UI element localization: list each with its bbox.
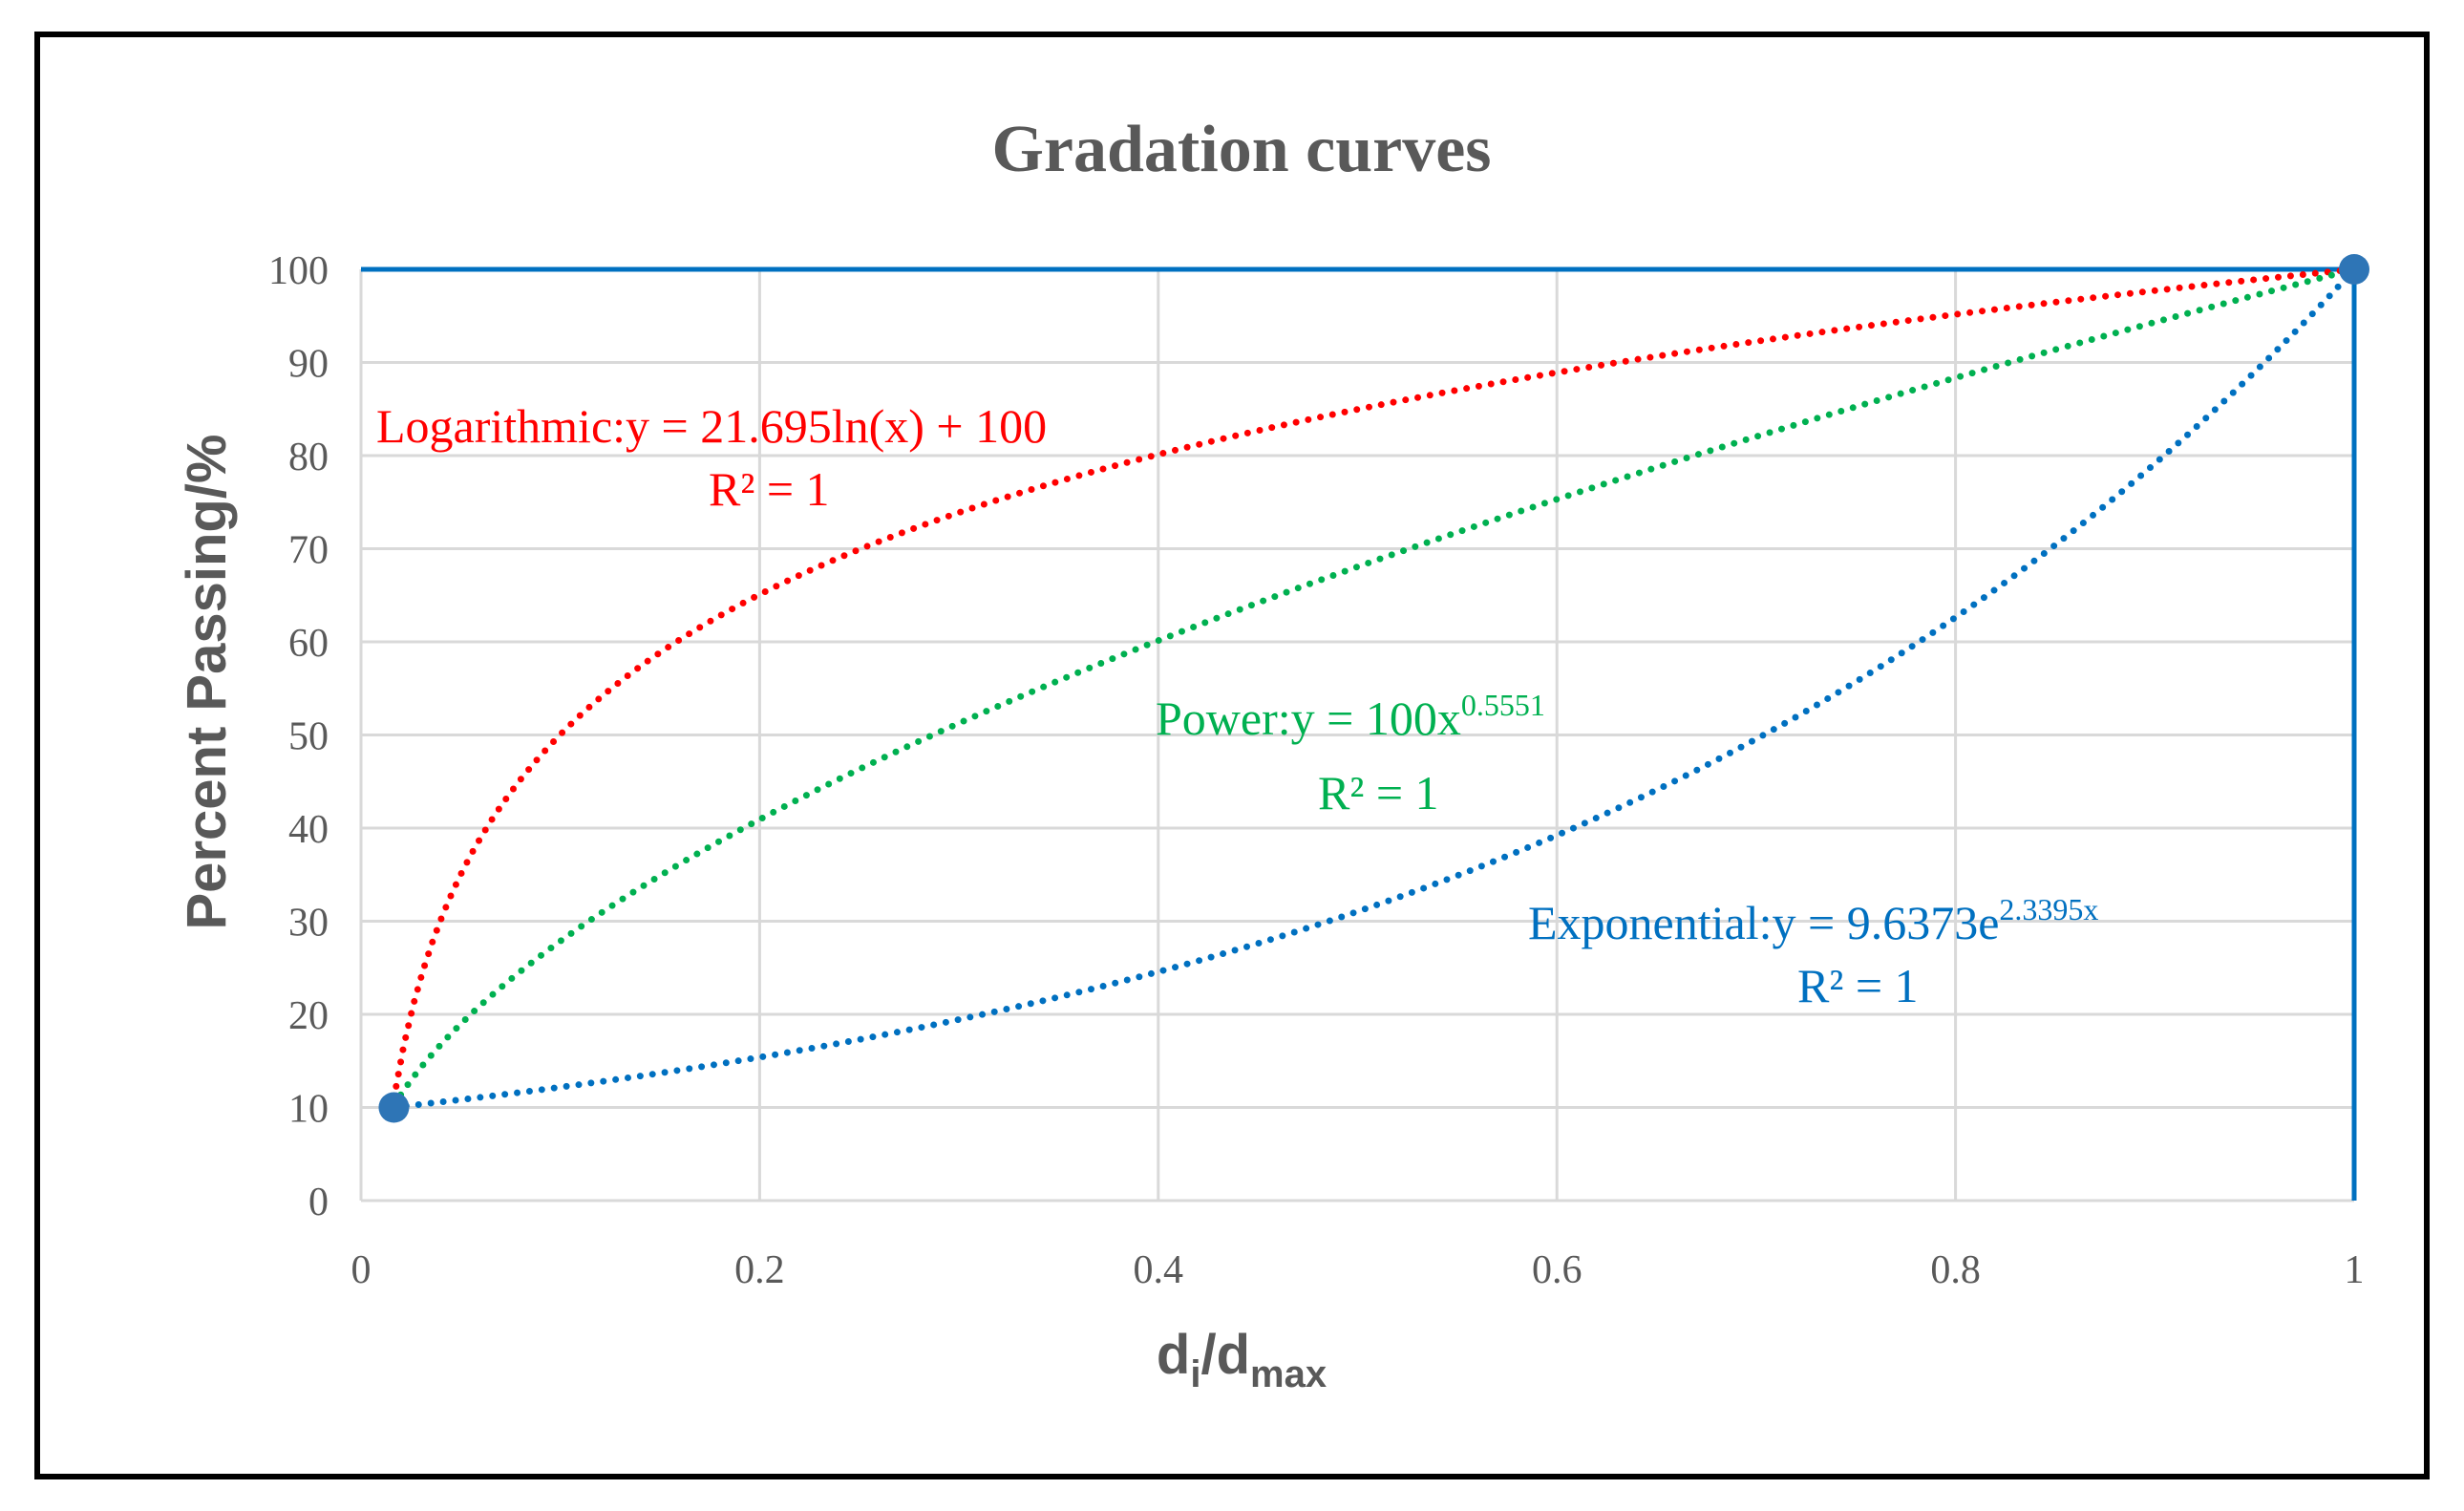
x-tick-label-1: 1 bbox=[2345, 1248, 2365, 1292]
x-axis-title-main: d bbox=[1157, 1324, 1190, 1386]
logarithmic-r2: R² = 1 bbox=[709, 462, 830, 516]
power-equation-exponent: 0.5551 bbox=[1461, 688, 1545, 722]
exponential-equation: Exponential:y = 9.6373e2.3395x bbox=[1528, 892, 2098, 949]
x-tick-label-0.6: 0.6 bbox=[1532, 1248, 1582, 1292]
exponential-r2: R² = 1 bbox=[1797, 959, 1919, 1012]
y-tick-label-40: 40 bbox=[288, 808, 329, 852]
exponential-equation-base: Exponential:y = 9.6373e bbox=[1528, 896, 1999, 949]
x-tick-label-0.2: 0.2 bbox=[734, 1248, 785, 1292]
y-tick-label-0: 0 bbox=[308, 1181, 329, 1224]
x-axis-title-sub-i: i bbox=[1190, 1353, 1200, 1395]
y-tick-labels: 0 10 20 30 40 50 60 70 80 90 100 bbox=[268, 249, 329, 1224]
x-tick-label-0.8: 0.8 bbox=[1930, 1248, 1981, 1292]
chart-title: Gradation curves bbox=[991, 113, 1491, 186]
y-tick-label-50: 50 bbox=[288, 715, 329, 759]
x-tick-label-0: 0 bbox=[351, 1248, 372, 1292]
y-tick-label-90: 90 bbox=[288, 343, 329, 387]
power-equation: Power:y = 100x0.5551 bbox=[1156, 688, 1545, 745]
x-tick-label-0.4: 0.4 bbox=[1134, 1248, 1184, 1292]
logarithmic-trendline bbox=[390, 266, 2358, 1102]
y-axis-title: Percent Passing/% bbox=[176, 435, 238, 930]
power-r2: R² = 1 bbox=[1318, 766, 1439, 819]
trendlines bbox=[390, 266, 2358, 1111]
logarithmic-equation: Logarithmic:y = 21.695ln(x) + 100 bbox=[376, 399, 1047, 453]
x-axis-title-sub-max: max bbox=[1250, 1353, 1327, 1395]
y-tick-label-70: 70 bbox=[288, 529, 329, 573]
y-tick-label-10: 10 bbox=[288, 1088, 329, 1132]
data-point-0 bbox=[378, 1092, 410, 1123]
exponential-equation-exponent: 2.3395x bbox=[1999, 892, 2098, 926]
power-equation-base: Power:y = 100x bbox=[1156, 692, 1461, 745]
chart-frame: Gradation curves 0 10 20 30 40 50 60 70 80 90 100 … bbox=[34, 32, 2430, 1479]
gradation-chart: Gradation curves 0102030405060708090100 … bbox=[176, 113, 2369, 1395]
x-axis-title-mid: /d bbox=[1200, 1324, 1250, 1386]
exponential-trendline bbox=[390, 266, 2358, 1111]
axis-lines bbox=[361, 266, 2357, 1201]
y-tick-label-20: 20 bbox=[288, 994, 329, 1038]
y-tick-label-60: 60 bbox=[288, 622, 329, 666]
y-tick-label-30: 30 bbox=[288, 902, 329, 946]
x-axis-title: di/dmax bbox=[1157, 1324, 1327, 1395]
y-tick-label-100: 100 bbox=[268, 249, 329, 293]
x-tick-labels: 0 0.2 0.4 0.6 0.8 1 bbox=[351, 1248, 2365, 1292]
data-points bbox=[378, 254, 2369, 1123]
y-tick-label-80: 80 bbox=[288, 436, 329, 479]
data-point-1 bbox=[2339, 254, 2369, 285]
power-trendline bbox=[390, 266, 2358, 1109]
